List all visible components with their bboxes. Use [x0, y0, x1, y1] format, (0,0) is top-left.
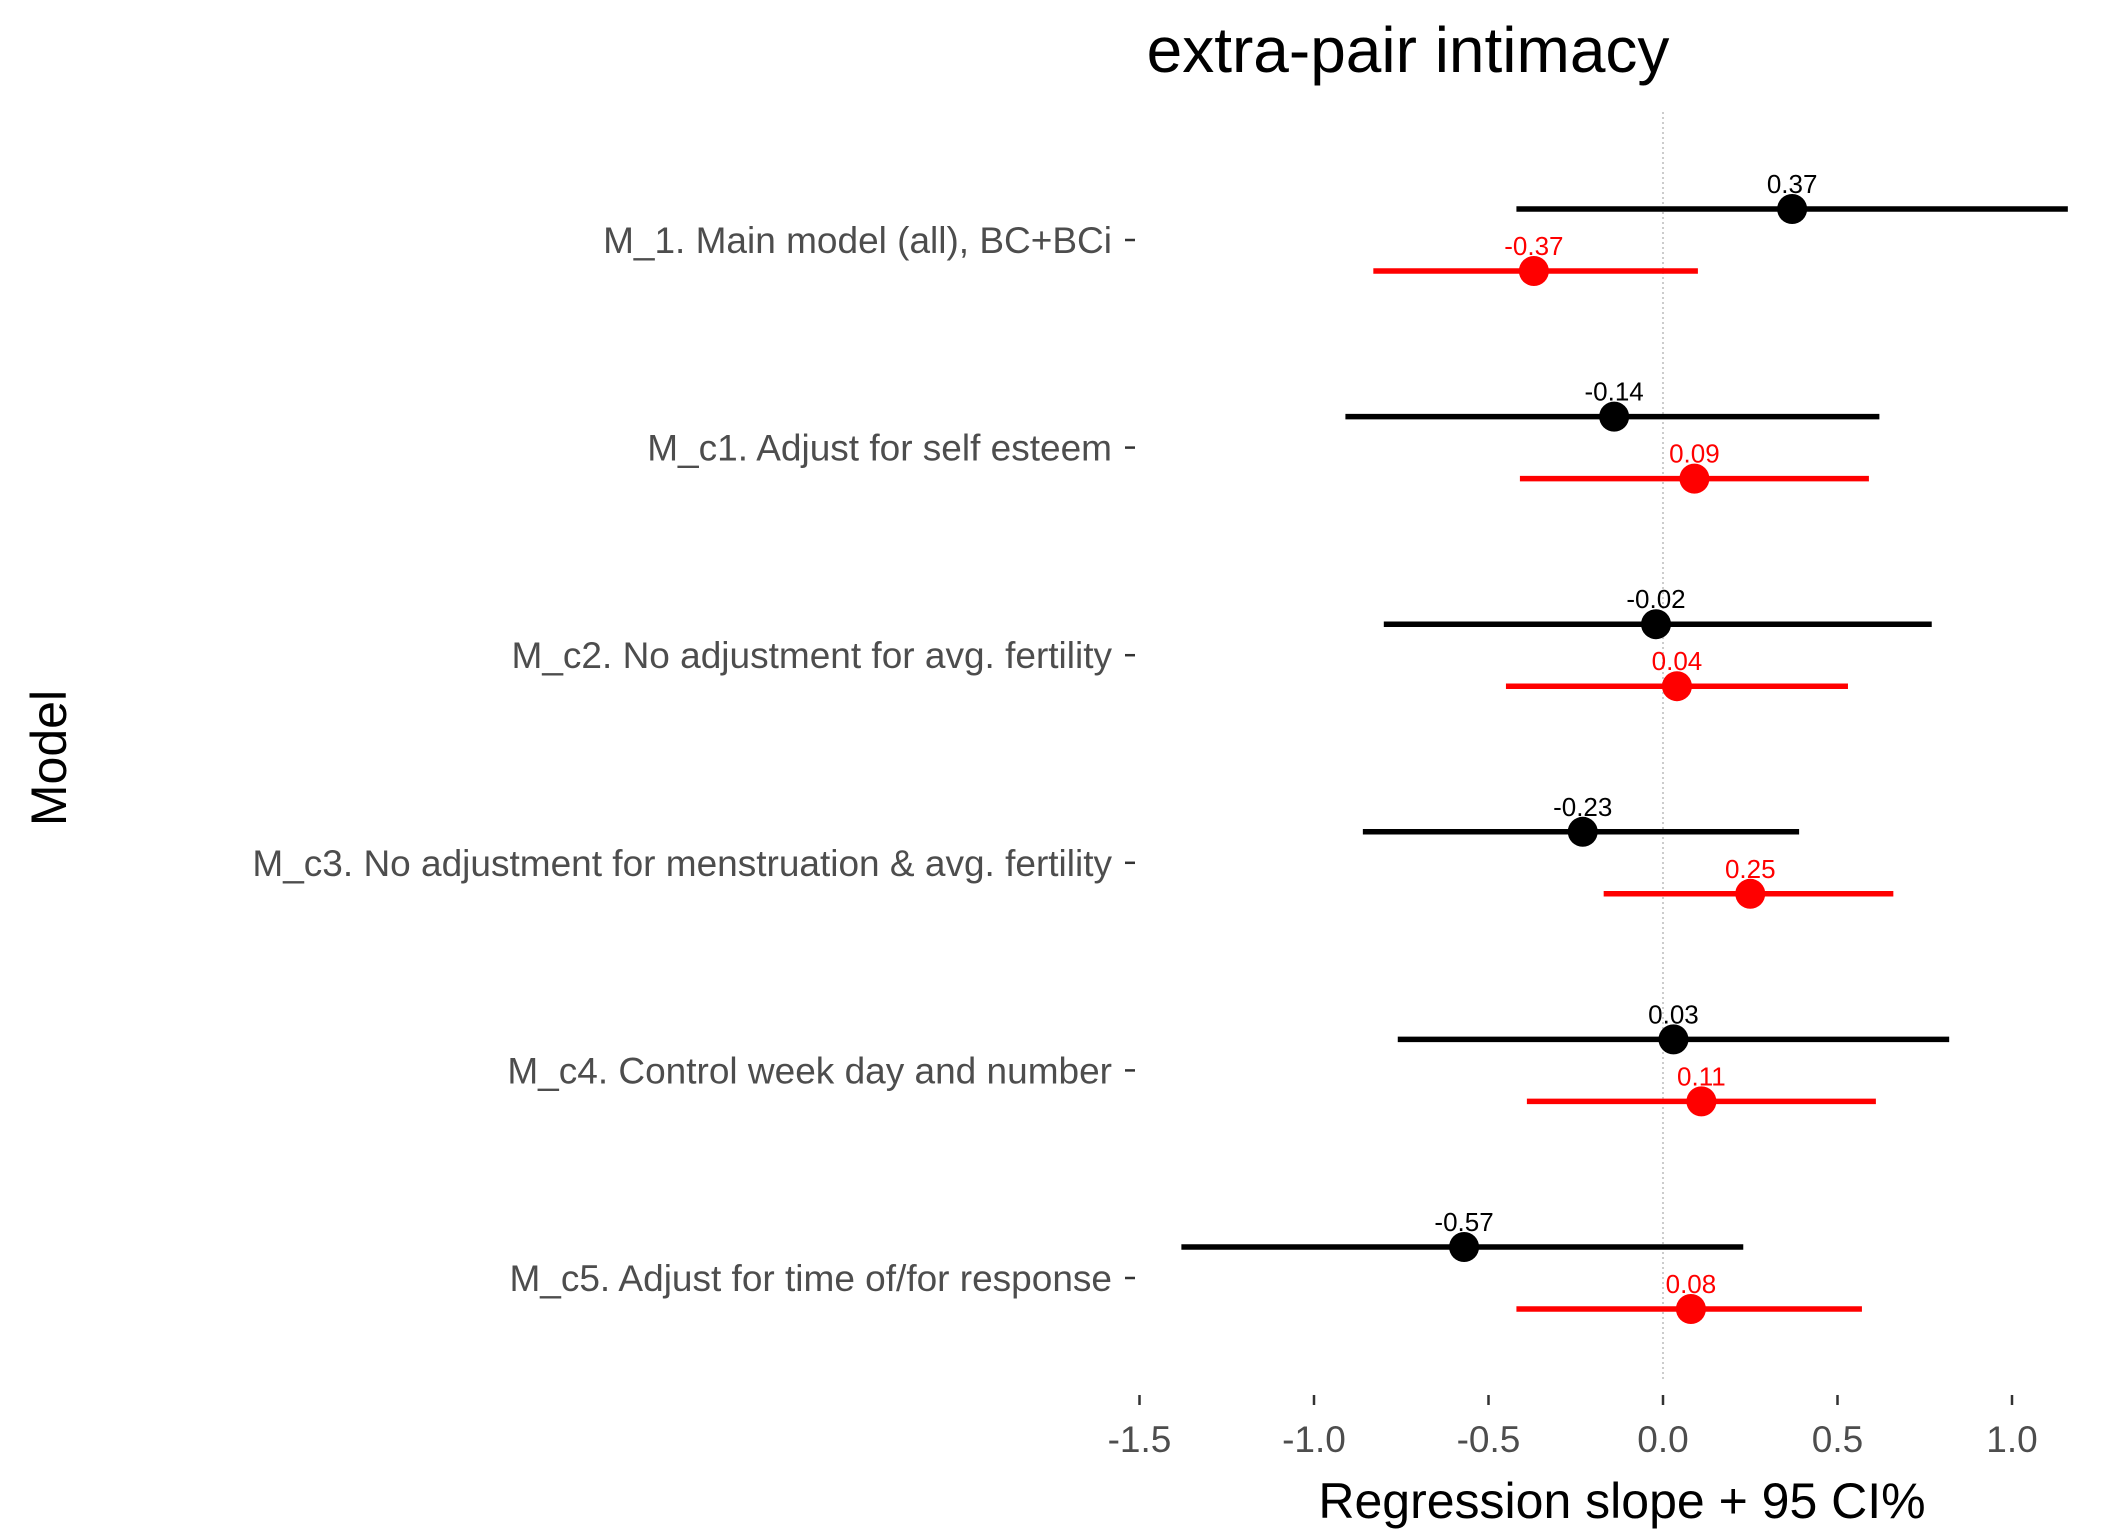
estimate-point: [1641, 609, 1672, 640]
y-tick-label: M_c5. Adjust for time of/for response: [509, 1258, 1112, 1299]
x-tick-label: 0.0: [1637, 1419, 1688, 1460]
y-axis-title: Model: [21, 690, 77, 826]
estimate-point: [1518, 256, 1549, 286]
estimate-point: [1675, 1294, 1706, 1324]
estimate-point: [1661, 671, 1692, 702]
estimate-label: 0.25: [1725, 854, 1776, 884]
y-tick-label: M_c4. Control week day and number: [507, 1050, 1112, 1091]
estimate-point: [1686, 1086, 1717, 1117]
estimate-point: [1449, 1232, 1480, 1262]
chart-title: extra-pair intimacy: [1147, 14, 1670, 86]
estimate-point: [1735, 878, 1766, 909]
estimate-label: 0.03: [1648, 999, 1699, 1029]
x-tick-label: -1.0: [1282, 1419, 1346, 1460]
y-tick-label: M_1. Main model (all), BC+BCi: [603, 220, 1112, 261]
estimate-label: -0.02: [1626, 584, 1685, 614]
x-tick-label: -1.5: [1108, 1419, 1172, 1460]
estimate-label: -0.57: [1434, 1207, 1493, 1237]
plot-marks: 0.37 -0.14 -0.02 -0.23 0.03 -0.57 -0.37 0.09 0.0…: [1181, 169, 2068, 1324]
x-axis: -1.5 -1.0 -0.5 0.0 0.5 1.0: [1108, 1395, 2038, 1460]
y-axis: M_1. Main model (all), BC+BCi M_c1. Adjus…: [252, 220, 1135, 1299]
y-tick-label: M_c1. Adjust for self esteem: [647, 428, 1112, 469]
estimate-label: -0.14: [1585, 377, 1644, 407]
estimate-label: 0.11: [1677, 1061, 1726, 1091]
estimate-label: -0.37: [1504, 231, 1563, 261]
estimate-point: [1567, 816, 1598, 847]
estimate-point: [1658, 1024, 1689, 1055]
y-tick-label: M_c3. No adjustment for menstruation & a…: [252, 843, 1112, 884]
estimate-label: -0.23: [1553, 792, 1612, 822]
estimate-label: 0.08: [1666, 1269, 1717, 1299]
x-axis-title: Regression slope + 95 CI%: [1318, 1473, 1925, 1529]
x-tick-label: -0.5: [1457, 1419, 1521, 1460]
estimate-label: 0.09: [1669, 439, 1720, 469]
estimate-label: 0.37: [1767, 169, 1818, 199]
estimate-label: 0.04: [1652, 646, 1703, 676]
x-tick-label: 0.5: [1812, 1419, 1863, 1460]
x-tick-label: 1.0: [1986, 1419, 2037, 1460]
estimate-point: [1777, 194, 1808, 224]
estimate-point: [1599, 401, 1630, 432]
y-tick-label: M_c2. No adjustment for avg. fertility: [512, 635, 1113, 676]
estimate-point: [1679, 463, 1710, 494]
